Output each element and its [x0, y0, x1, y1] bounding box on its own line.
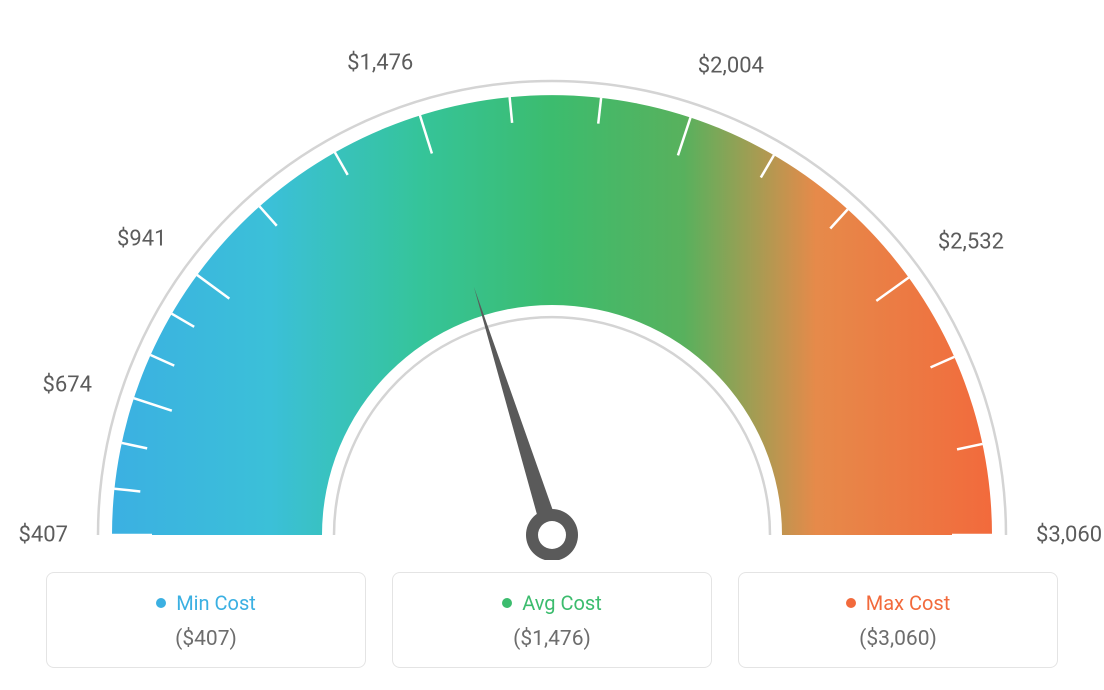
gauge-tick-label: $2,532: [938, 229, 1004, 254]
gauge-tick-label: $407: [19, 523, 68, 548]
legend-value: ($1,476): [403, 627, 701, 651]
legend-row: Min Cost ($407) Avg Cost ($1,476) Max Co…: [0, 572, 1104, 668]
legend-card-max: Max Cost ($3,060): [738, 572, 1058, 668]
dot-icon: [846, 598, 856, 608]
legend-value: ($407): [57, 627, 355, 651]
gauge-tick-label: $2,004: [698, 53, 764, 78]
legend-card-min: Min Cost ($407): [46, 572, 366, 668]
dot-icon: [502, 598, 512, 608]
gauge-svg: [42, 40, 1062, 560]
legend-title-min: Min Cost: [156, 591, 256, 615]
gauge-tick-label: $941: [117, 226, 166, 251]
gauge-tick-label: $3,060: [1036, 523, 1102, 548]
legend-label: Min Cost: [176, 591, 256, 615]
legend-title-max: Max Cost: [846, 591, 951, 615]
legend-title-avg: Avg Cost: [502, 591, 602, 615]
gauge-tick-label: $674: [43, 372, 92, 397]
legend-label: Max Cost: [866, 591, 951, 615]
legend-value: ($3,060): [749, 627, 1047, 651]
legend-card-avg: Avg Cost ($1,476): [392, 572, 712, 668]
legend-label: Avg Cost: [522, 591, 602, 615]
gauge-chart: $407 $674 $941 $1,476 $2,004 $2,532 $3,060: [0, 0, 1104, 560]
gauge-tick-label: $1,476: [347, 51, 413, 76]
dot-icon: [156, 598, 166, 608]
